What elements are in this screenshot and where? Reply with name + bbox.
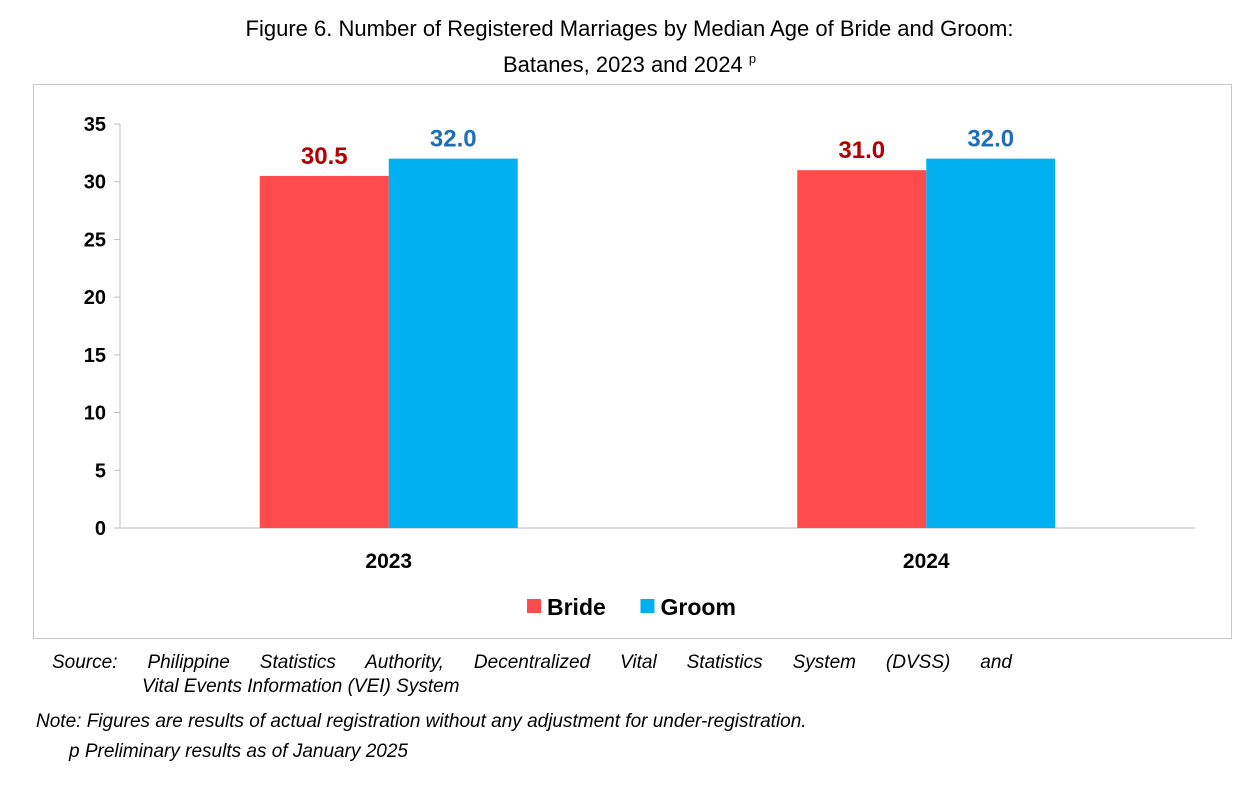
y-tick-label: 10	[84, 403, 106, 425]
chart-title-line-2: Batanes, 2023 and 2024 p	[0, 44, 1259, 80]
chart-title: Figure 6. Number of Registered Marriages…	[0, 14, 1259, 80]
source-line-1: Source: Philippine Statistics Authority,…	[52, 652, 1012, 673]
bar-bride-2024	[797, 170, 927, 528]
note-line-1: Note: Figures are results of actual regi…	[36, 711, 807, 732]
chart-title-line-1: Figure 6. Number of Registered Marriages…	[245, 16, 1014, 41]
legend-swatch-bride	[527, 599, 541, 613]
y-tick-label: 0	[95, 518, 106, 540]
source-note: Source: Philippine Statistics Authority,…	[52, 651, 1012, 699]
data-label-groom-2023: 32.0	[430, 126, 477, 153]
footnote: Note: Figures are results of actual regi…	[36, 710, 807, 764]
legend-label-groom: Groom	[661, 594, 736, 620]
note-line-2: p Preliminary results as of January 2025	[69, 741, 408, 762]
data-label-groom-2024: 32.0	[967, 126, 1014, 153]
x-tick-label-2023: 2023	[365, 550, 412, 573]
chart-frame: 0 5 10 15 20 25 30 35 30.5 32.0 2023 31.0 32.0 2024 Br…	[33, 84, 1232, 639]
y-tick-label: 35	[84, 114, 106, 136]
x-tick-label-2024: 2024	[903, 550, 950, 573]
preliminary-marker: p	[748, 51, 757, 66]
y-tick-label: 20	[84, 287, 106, 309]
y-tick-label: 25	[84, 229, 106, 251]
legend-label-bride: Bride	[547, 594, 606, 620]
data-label-bride-2024: 31.0	[838, 137, 885, 164]
bar-chart: 0 5 10 15 20 25 30 35 30.5 32.0 2023 31.0 32.0 2024 Br…	[84, 114, 1195, 620]
bar-groom-2024	[926, 158, 1056, 528]
source-line-2: Vital Events Information (VEI) System	[142, 676, 460, 697]
bar-bride-2023	[259, 175, 389, 528]
y-tick-label: 15	[84, 345, 106, 367]
data-label-bride-2023: 30.5	[301, 143, 348, 170]
y-tick-label: 5	[95, 460, 106, 482]
chart-title-line-2-text: Batanes, 2023 and 2024	[502, 52, 743, 77]
y-tick-label: 30	[84, 172, 106, 194]
bar-groom-2023	[388, 158, 518, 528]
legend-swatch-groom	[640, 599, 655, 613]
